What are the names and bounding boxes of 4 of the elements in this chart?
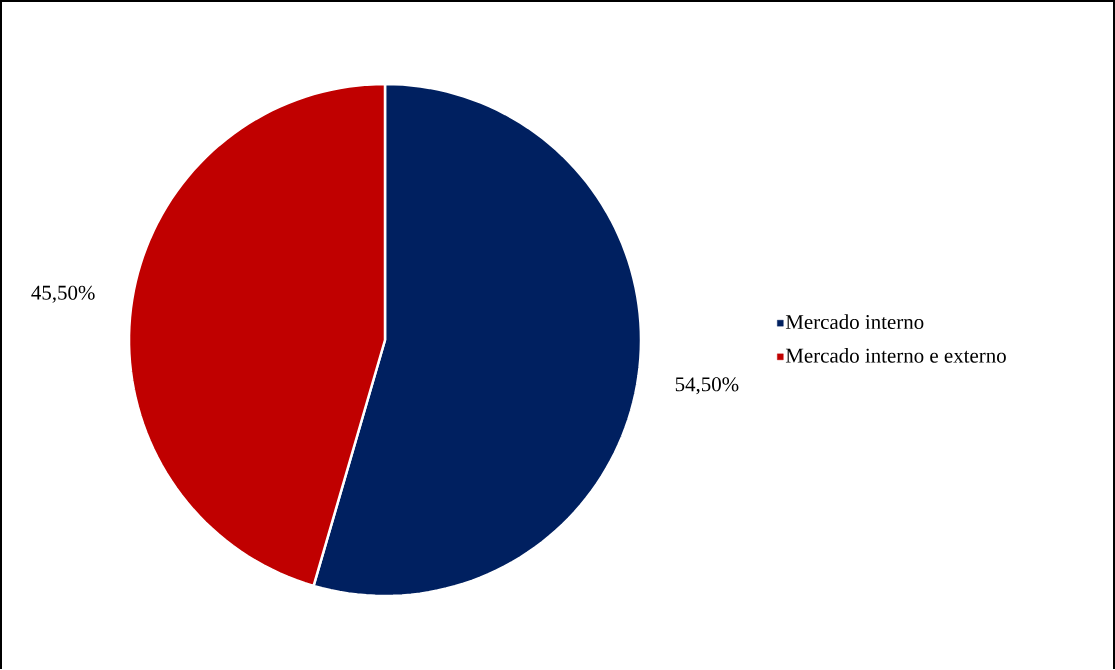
data-label: 45,50% (31, 285, 95, 303)
legend-label: Mercado interno (785, 314, 924, 330)
data-label: 54,50% (675, 377, 739, 395)
legend-label: Mercado interno e externo (785, 347, 1006, 363)
